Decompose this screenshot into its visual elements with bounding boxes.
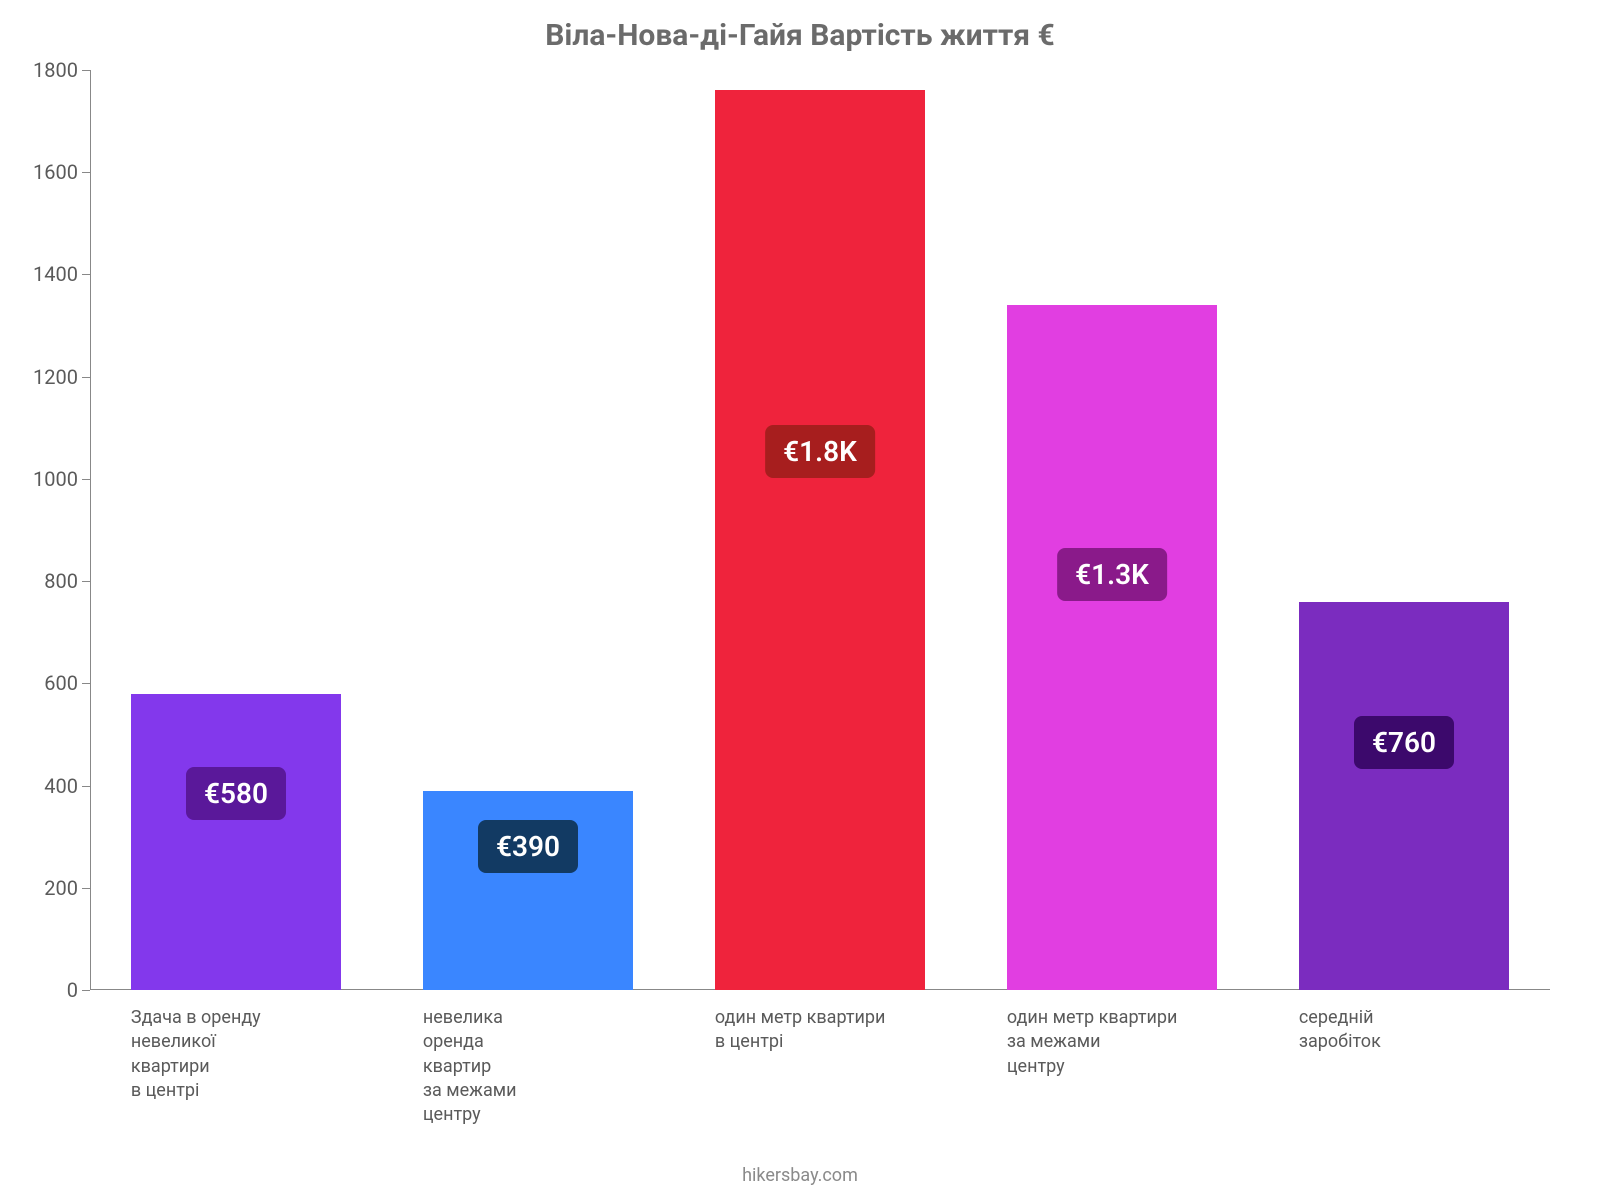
bar — [1299, 602, 1509, 990]
bar-value-badge: €760 — [1354, 716, 1454, 769]
x-axis-label: один метр квартири в центрі — [715, 1006, 925, 1055]
chart-title: Віла-Нова-ді-Гайя Вартість життя € — [0, 18, 1600, 53]
y-tick-label: 1200 — [33, 365, 90, 389]
y-tick-label: 200 — [44, 876, 90, 900]
chart-footer: hikersbay.com — [0, 1165, 1600, 1186]
x-axis-label: Здача в оренду невеликої квартири в цент… — [131, 1006, 341, 1103]
bar — [1007, 305, 1217, 990]
x-axis-label: середній заробіток — [1299, 1006, 1509, 1055]
chart-container: Віла-Нова-ді-Гайя Вартість життя € €580€… — [0, 0, 1600, 1200]
bar — [715, 90, 925, 990]
x-axis-label: один метр квартири за межами центру — [1007, 1006, 1217, 1079]
bar-value-badge: €1.8K — [765, 425, 875, 478]
plot-area: €580€390€1.8K€1.3K€760 02004006008001000… — [90, 70, 1550, 990]
bar-value-badge: €580 — [186, 767, 286, 820]
y-tick-label: 1800 — [33, 58, 90, 82]
y-tick-label: 400 — [44, 774, 90, 798]
y-tick-label: 1600 — [33, 160, 90, 184]
bar-value-badge: €1.3K — [1057, 548, 1167, 601]
bar-value-badge: €390 — [478, 820, 578, 873]
bar — [131, 694, 341, 990]
bars-layer: €580 €390 €1.8K €1.3K €760 — [90, 70, 1550, 990]
y-tick-label: 1000 — [33, 467, 90, 491]
y-tick-label: 0 — [67, 978, 90, 1002]
x-axis-label: невелика оренда квартир за межами центру — [423, 1006, 633, 1127]
y-tick-label: 1400 — [33, 262, 90, 286]
y-tick-label: 800 — [44, 569, 90, 593]
y-tick-label: 600 — [44, 671, 90, 695]
